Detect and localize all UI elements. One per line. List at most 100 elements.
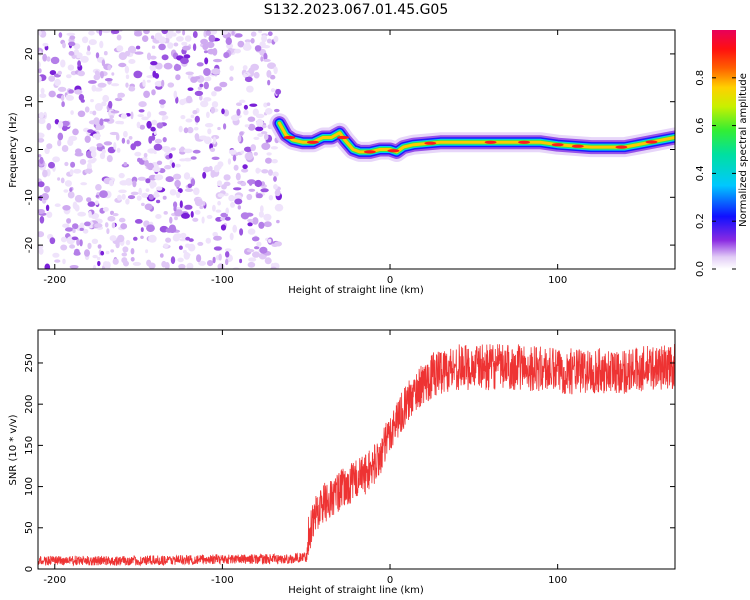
noise-speckle xyxy=(89,110,93,115)
noise-speckle xyxy=(38,154,42,158)
noise-speckle xyxy=(173,42,179,47)
noise-speckle xyxy=(87,242,92,250)
noise-speckle xyxy=(46,143,53,150)
noise-speckle xyxy=(151,89,156,96)
noise-speckle xyxy=(101,59,106,67)
snr-x-label: Height of straight line (km) xyxy=(288,585,424,596)
noise-speckle xyxy=(248,67,255,75)
noise-speckle xyxy=(159,253,164,258)
noise-speckle xyxy=(164,262,170,269)
noise-speckle xyxy=(262,45,271,49)
noise-speckle xyxy=(276,219,280,224)
noise-speckle xyxy=(60,95,65,101)
figure-title: S132.2023.067.01.45.G05 xyxy=(264,2,449,18)
noise-speckle xyxy=(132,180,137,188)
spectrogram-x-tick-label: -200 xyxy=(43,275,66,286)
noise-speckle xyxy=(237,40,245,48)
noise-speckle xyxy=(38,75,42,83)
noise-speckle xyxy=(97,244,102,249)
noise-speckle xyxy=(64,161,69,167)
noise-speckle xyxy=(205,237,211,244)
snr-y-tick-label: 200 xyxy=(24,395,35,414)
noise-speckle xyxy=(149,64,157,72)
noise-speckle xyxy=(118,172,125,179)
noise-speckle xyxy=(270,88,276,93)
noise-speckle xyxy=(75,148,82,155)
noise-speckle xyxy=(106,155,113,163)
noise-speckle xyxy=(237,205,241,210)
noise-speckle xyxy=(188,238,194,242)
noise-speckle xyxy=(200,100,209,108)
spectrogram-x-tick-label: 100 xyxy=(548,275,567,286)
noise-speckle xyxy=(234,33,243,38)
noise-speckle xyxy=(150,61,158,66)
noise-speckle xyxy=(134,151,142,157)
noise-speckle xyxy=(93,117,100,125)
noise-speckle xyxy=(247,228,256,235)
snr-y-tick-label: 0 xyxy=(24,566,35,572)
noise-speckle xyxy=(40,87,45,94)
noise-speckle xyxy=(263,133,269,141)
noise-speckle xyxy=(111,72,115,76)
noise-speckle xyxy=(61,120,70,127)
noise-speckle xyxy=(111,222,116,229)
noise-speckle xyxy=(120,223,128,230)
noise-speckle xyxy=(212,136,217,145)
noise-speckle xyxy=(183,54,191,59)
noise-speckle xyxy=(150,184,155,189)
noise-speckle xyxy=(97,260,101,267)
noise-speckle xyxy=(233,164,239,171)
noise-speckle xyxy=(252,108,259,116)
noise-speckle xyxy=(175,74,181,81)
noise-speckle xyxy=(95,52,100,59)
noise-speckle xyxy=(256,241,262,247)
spectrogram-y-tick-label: 0 xyxy=(24,146,35,152)
noise-speckle xyxy=(38,244,44,249)
noise-speckle xyxy=(177,257,184,263)
noise-speckle xyxy=(220,224,227,231)
noise-speckle xyxy=(270,74,276,80)
noise-speckle xyxy=(170,147,176,151)
noise-speckle xyxy=(247,222,253,227)
noise-speckle xyxy=(155,186,163,191)
noise-speckle xyxy=(66,74,72,79)
noise-speckle xyxy=(187,126,194,134)
noise-speckle xyxy=(138,101,147,108)
noise-speckle xyxy=(190,156,197,160)
noise-speckle xyxy=(158,99,166,105)
noise-speckle xyxy=(249,103,258,107)
noise-speckle xyxy=(152,166,161,172)
noise-speckle xyxy=(228,194,235,202)
noise-speckle xyxy=(232,154,237,162)
noise-speckle xyxy=(142,35,149,42)
noise-speckle xyxy=(253,152,258,156)
noise-speckle xyxy=(261,142,271,150)
spectrogram-x-label: Height of straight line (km) xyxy=(288,285,424,296)
noise-speckle xyxy=(42,53,48,62)
noise-speckle xyxy=(148,262,156,269)
spectrogram-x-tick-label: -100 xyxy=(211,275,234,286)
noise-speckle xyxy=(209,147,216,152)
noise-speckle xyxy=(161,79,165,88)
noise-speckle xyxy=(39,156,44,165)
noise-speckle xyxy=(123,130,128,138)
noise-speckle xyxy=(65,94,72,98)
noise-speckle xyxy=(147,111,152,118)
noise-speckle xyxy=(115,133,120,141)
noise-speckle xyxy=(146,120,152,129)
noise-speckle xyxy=(88,39,97,46)
noise-speckle xyxy=(185,243,191,248)
noise-speckle xyxy=(264,257,272,265)
noise-speckle xyxy=(192,149,201,154)
noise-speckle xyxy=(60,59,66,68)
noise-speckle xyxy=(246,85,254,93)
noise-speckle xyxy=(154,191,159,196)
colorbar-tick-label: 0.0 xyxy=(695,261,706,277)
noise-speckle xyxy=(206,214,213,219)
noise-speckle xyxy=(133,70,143,79)
noise-speckle xyxy=(130,248,135,255)
noise-speckle xyxy=(179,200,183,208)
noise-speckle xyxy=(162,137,167,143)
noise-speckle xyxy=(148,136,153,144)
noise-speckle xyxy=(42,42,49,47)
